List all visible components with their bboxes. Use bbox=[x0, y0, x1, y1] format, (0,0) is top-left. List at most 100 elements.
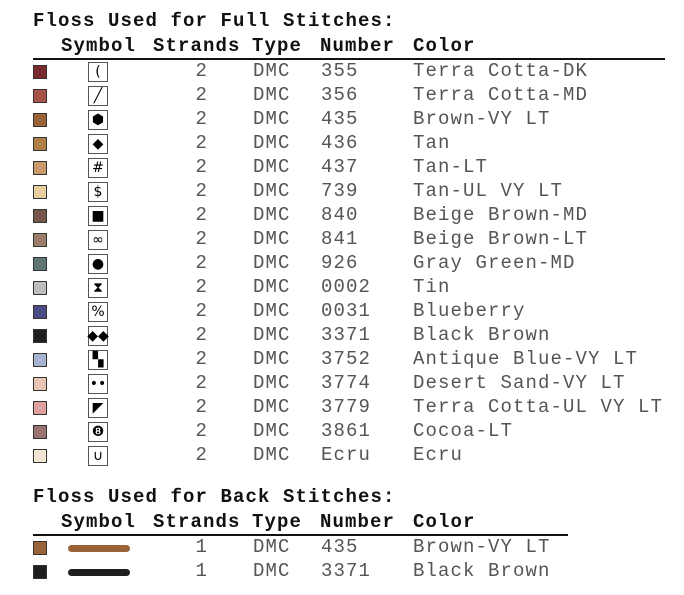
number: 355 bbox=[321, 60, 359, 82]
header-color: Color bbox=[413, 511, 476, 533]
number: 437 bbox=[321, 156, 359, 178]
two-dots-symbol-icon: •• bbox=[88, 374, 108, 394]
type: DMC bbox=[253, 60, 291, 82]
header-color: Color bbox=[413, 35, 476, 57]
type: DMC bbox=[253, 420, 291, 442]
type: DMC bbox=[253, 324, 291, 346]
color-swatch bbox=[33, 233, 47, 247]
color-swatch bbox=[33, 281, 47, 295]
type: DMC bbox=[253, 444, 291, 466]
color-name: Tan bbox=[413, 132, 451, 154]
strands: 2 bbox=[195, 60, 208, 82]
color-swatch bbox=[33, 65, 47, 79]
type: DMC bbox=[253, 84, 291, 106]
strands: 2 bbox=[195, 348, 208, 370]
number: 3752 bbox=[321, 348, 372, 370]
color-swatch bbox=[33, 401, 47, 415]
backstitch-line-icon bbox=[68, 545, 130, 552]
type: DMC bbox=[253, 348, 291, 370]
type: DMC bbox=[253, 536, 291, 558]
type: DMC bbox=[253, 228, 291, 250]
floss-row: ◆ 2 DMC 436 Tan bbox=[0, 132, 684, 156]
floss-row: 1 DMC 3371 Black Brown bbox=[0, 560, 684, 584]
floss-row: ◆◆ 2 DMC 3371 Black Brown bbox=[0, 324, 684, 348]
color-swatch bbox=[33, 541, 47, 555]
backstitch-line-icon bbox=[68, 569, 130, 576]
color-name: Antique Blue-VY LT bbox=[413, 348, 639, 370]
number: 3774 bbox=[321, 372, 372, 394]
color-swatch bbox=[33, 257, 47, 271]
color-swatch bbox=[33, 425, 47, 439]
circle-symbol-icon: ● bbox=[88, 254, 108, 274]
type: DMC bbox=[253, 560, 291, 582]
infinity-symbol-icon: ∞ bbox=[88, 230, 108, 250]
back-stitches-title: Floss Used for Back Stitches: bbox=[33, 486, 396, 508]
color-name: Ecru bbox=[413, 444, 464, 466]
floss-row: ∞ 2 DMC 841 Beige Brown-LT bbox=[0, 228, 684, 252]
strands: 1 bbox=[195, 560, 208, 582]
header-divider bbox=[33, 58, 665, 60]
strands: 2 bbox=[195, 300, 208, 322]
type: DMC bbox=[253, 132, 291, 154]
color-swatch bbox=[33, 113, 47, 127]
number: 739 bbox=[321, 180, 359, 202]
square-symbol-icon: ■ bbox=[88, 206, 108, 226]
color-name: Cocoa-LT bbox=[413, 420, 514, 442]
floss-row: #2 DMC 437 Tan-LT bbox=[0, 156, 684, 180]
strands: 2 bbox=[195, 396, 208, 418]
double-diamond-symbol-icon: ◆◆ bbox=[87, 326, 109, 346]
floss-row: (2 DMC 355 Terra Cotta-DK bbox=[0, 60, 684, 84]
triangle-corner-symbol-icon: ◤ bbox=[88, 398, 108, 418]
color-swatch bbox=[33, 305, 47, 319]
cup-symbol-icon: ∪ bbox=[88, 446, 108, 466]
strands: 2 bbox=[195, 372, 208, 394]
color-name: Black Brown bbox=[413, 560, 551, 582]
number: Ecru bbox=[321, 444, 372, 466]
color-name: Brown-VY LT bbox=[413, 108, 551, 130]
strands: 2 bbox=[195, 252, 208, 274]
number: 3861 bbox=[321, 420, 372, 442]
color-name: Brown-VY LT bbox=[413, 536, 551, 558]
color-swatch bbox=[33, 449, 47, 463]
type: DMC bbox=[253, 372, 291, 394]
color-swatch bbox=[33, 329, 47, 343]
header-divider bbox=[33, 534, 568, 536]
color-name: Terra Cotta-UL VY LT bbox=[413, 396, 664, 418]
floss-row: ⧗ 2 DMC 0002 Tin bbox=[0, 276, 684, 300]
color-name: Tin bbox=[413, 276, 451, 298]
number: 3371 bbox=[321, 560, 372, 582]
number: 356 bbox=[321, 84, 359, 106]
hexagon-symbol-icon: ⬢ bbox=[88, 110, 108, 130]
paren-symbol-icon: ( bbox=[88, 62, 108, 82]
number: 435 bbox=[321, 108, 359, 130]
strands: 2 bbox=[195, 420, 208, 442]
floss-row: ● 2 DMC 926 Gray Green-MD bbox=[0, 252, 684, 276]
type: DMC bbox=[253, 396, 291, 418]
strands: 2 bbox=[195, 276, 208, 298]
floss-row: •• 2 DMC 3774 Desert Sand-VY LT bbox=[0, 372, 684, 396]
header-type: Type bbox=[252, 511, 303, 533]
header-type: Type bbox=[252, 35, 303, 57]
number: 435 bbox=[321, 536, 359, 558]
color-swatch bbox=[33, 209, 47, 223]
number: 3371 bbox=[321, 324, 372, 346]
floss-row: ■ 2 DMC 840 Beige Brown-MD bbox=[0, 204, 684, 228]
color-name: Terra Cotta-MD bbox=[413, 84, 589, 106]
number: 0002 bbox=[321, 276, 372, 298]
type: DMC bbox=[253, 156, 291, 178]
hash-symbol-icon: # bbox=[88, 158, 108, 178]
header-symbol: Symbol bbox=[61, 35, 137, 57]
strands: 2 bbox=[195, 108, 208, 130]
full-stitches-title: Floss Used for Full Stitches: bbox=[33, 10, 396, 32]
color-name: Beige Brown-MD bbox=[413, 204, 589, 226]
color-name: Desert Sand-VY LT bbox=[413, 372, 626, 394]
floss-row: ╱ 2 DMC 356 Terra Cotta-MD bbox=[0, 84, 684, 108]
type: DMC bbox=[253, 204, 291, 226]
floss-row: ⬢ 2 DMC 435 Brown-VY LT bbox=[0, 108, 684, 132]
dollar-symbol-icon: $ bbox=[88, 182, 108, 202]
strands: 2 bbox=[195, 180, 208, 202]
header-symbol: Symbol bbox=[61, 511, 137, 533]
number: 436 bbox=[321, 132, 359, 154]
header-strands: Strands bbox=[153, 511, 241, 533]
color-name: Blueberry bbox=[413, 300, 526, 322]
